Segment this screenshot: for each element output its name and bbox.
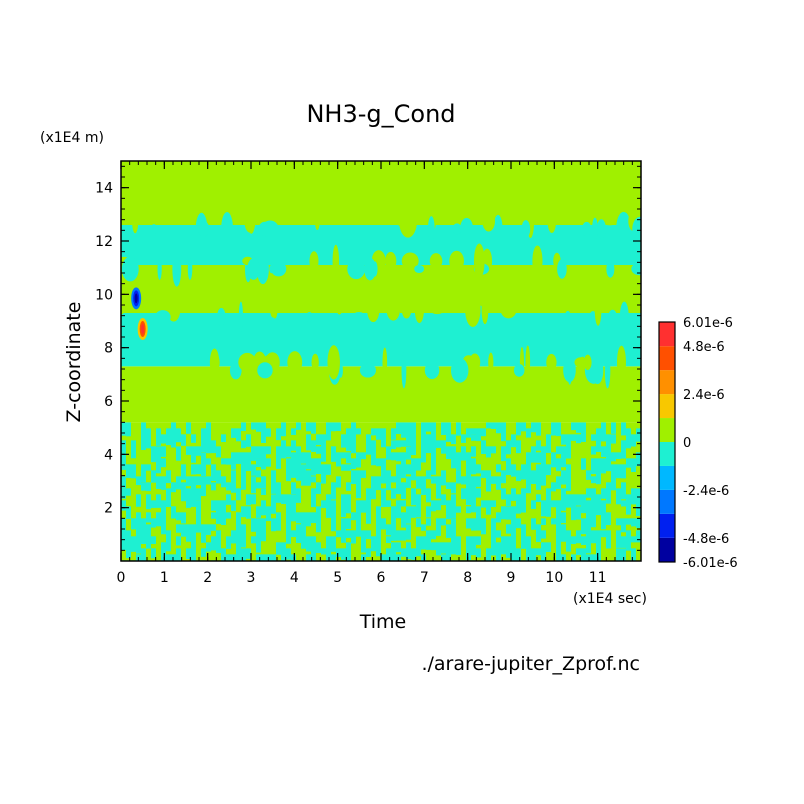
x-tick-label: 0 xyxy=(117,570,126,586)
band-3 xyxy=(121,265,641,313)
chart-title: NH3-g_Cond xyxy=(306,100,455,128)
colorbar: -6.01e-6 -4.8e-6 -2.4e-6 0 2.4e-6 4.8e-6 6.01e… xyxy=(658,316,738,571)
x-unit-label: (x1E4 sec) xyxy=(573,591,647,607)
band-noise-texture xyxy=(121,422,641,561)
colorbar-segment xyxy=(659,489,675,514)
x-tick-label: 5 xyxy=(333,570,342,586)
y-tick-label: 4 xyxy=(104,447,113,463)
colorbar-segment xyxy=(659,418,675,442)
colorbar-tick-label: 0 xyxy=(683,436,691,451)
y-tick-label: 12 xyxy=(95,234,113,250)
colorbar-tick-label: 4.8e-6 xyxy=(683,340,725,355)
colorbar-segment xyxy=(659,442,675,466)
y-unit-label: (x1E4 m) xyxy=(40,130,104,146)
x-tick-label: 7 xyxy=(420,570,429,586)
x-tick-label: 10 xyxy=(545,570,563,586)
x-tick-label: 6 xyxy=(377,570,386,586)
colorbar-tick-label: -2.4e-6 xyxy=(683,484,729,499)
x-tick-label: 9 xyxy=(507,570,516,586)
colorbar-segment xyxy=(659,370,675,395)
file-label: ./arare-jupiter_Zprof.nc xyxy=(421,653,640,675)
y-tick-label: 10 xyxy=(95,287,113,303)
y-tick-label: 2 xyxy=(104,501,113,517)
band-1 xyxy=(121,366,641,423)
colorbar-segment xyxy=(659,537,675,562)
colorbar-segment xyxy=(659,346,675,371)
heatmap-field xyxy=(121,161,641,561)
x-tick-label: 1 xyxy=(160,570,169,586)
colorbar-tick-label: 6.01e-6 xyxy=(683,316,733,331)
feature-0 xyxy=(131,287,142,310)
y-tick-label: 8 xyxy=(104,341,113,357)
colorbar-tick-label: 2.4e-6 xyxy=(683,388,725,403)
y-tick-label: 14 xyxy=(95,181,113,197)
x-tick-label: 3 xyxy=(247,570,256,586)
colorbar-tick-label: -6.01e-6 xyxy=(683,556,738,571)
y-axis-label: Z-coordinate xyxy=(63,302,85,423)
x-axis-ticks: 0 1 2 3 4 5 6 7 8 9 10 11 xyxy=(117,161,642,586)
band-interface-blobs xyxy=(121,203,641,389)
x-tick-label: 11 xyxy=(589,570,607,586)
colorbar-segment xyxy=(659,394,675,419)
x-tick-label: 8 xyxy=(463,570,472,586)
colorbar-segment xyxy=(659,513,675,538)
x-axis-label: Time xyxy=(359,611,407,633)
feature-1 xyxy=(137,318,148,340)
colorbar-segment xyxy=(659,322,675,347)
colorbar-frame xyxy=(658,321,676,563)
colorbar-segment xyxy=(659,465,675,490)
x-tick-label: 4 xyxy=(290,570,299,586)
colorbar-tick-label: -4.8e-6 xyxy=(683,532,729,547)
y-tick-label: 6 xyxy=(104,394,113,410)
y-axis-ticks: 2 4 6 8 10 12 14 xyxy=(95,165,641,562)
x-tick-label: 2 xyxy=(203,570,212,586)
band-2 xyxy=(121,313,641,367)
